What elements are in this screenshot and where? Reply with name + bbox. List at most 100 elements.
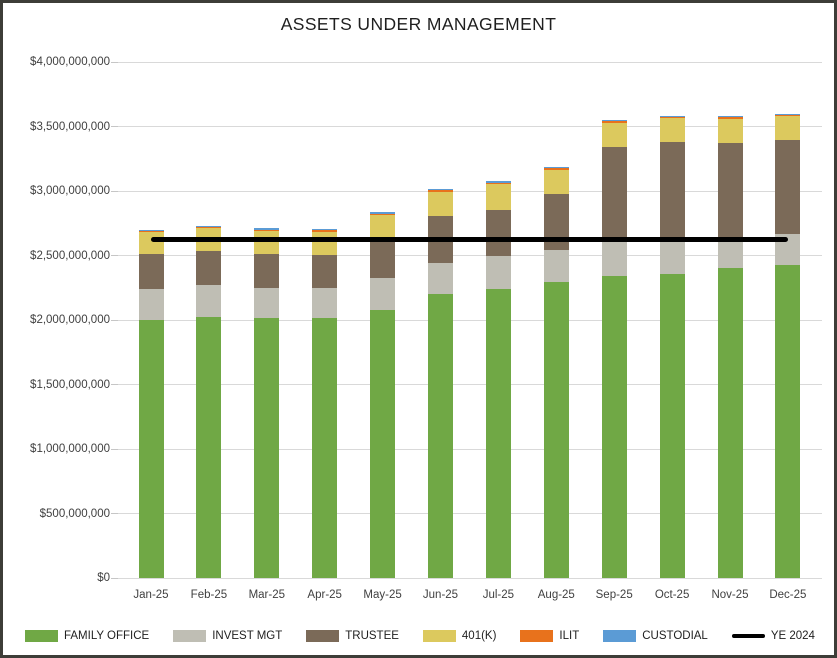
x-axis-label: Oct-25	[654, 589, 690, 601]
bar-segment-custodial	[196, 225, 222, 228]
y-axis-tick	[111, 255, 118, 256]
bar-segment-ilit	[370, 213, 396, 215]
bar-segment-trustee	[659, 142, 685, 239]
bar-segment-invest-mgt	[485, 256, 511, 290]
bar-segment-invest-mgt	[717, 237, 743, 269]
gridline	[118, 577, 822, 579]
legend-swatch-ye-2024	[731, 634, 765, 638]
bar-segment-401k	[659, 118, 685, 142]
bar-segment-custodial	[543, 167, 569, 169]
bar-segment-custodial	[601, 120, 627, 122]
x-axis-label: Jun-25	[422, 589, 459, 601]
gridline	[118, 448, 822, 450]
legend-swatch-401k	[422, 630, 456, 642]
y-axis-tick	[111, 513, 118, 514]
bar-segment-family-office	[428, 293, 453, 578]
x-axis-label: Sep-25	[595, 589, 633, 601]
bar-segment-trustee	[370, 236, 396, 279]
bar-segment-family-office	[196, 316, 222, 578]
bar-segment-custodial	[485, 181, 511, 183]
legend-label-invest-mgt: INVEST MGT	[212, 630, 283, 642]
y-axis-tick	[111, 319, 118, 321]
legend-item-family-office: FAMILY OFFICE	[25, 630, 149, 642]
bar-segment-trustee	[717, 142, 743, 238]
bar-segment-custodial	[428, 189, 453, 191]
bar-segment-trustee	[138, 253, 164, 290]
y-axis-tick-label: $3,000,000,000	[30, 185, 110, 197]
bar-segment-family-office	[138, 320, 164, 578]
y-axis-tick	[111, 577, 118, 579]
x-axis-label: Mar-25	[248, 589, 286, 601]
bar-segment-401k	[312, 231, 338, 255]
bar-segment-invest-mgt	[543, 249, 569, 282]
bar-segment-ilit	[312, 230, 338, 232]
bar-segment-trustee	[312, 254, 338, 289]
bar-segment-invest-mgt	[196, 285, 222, 317]
bar-segment-custodial	[775, 113, 801, 115]
y-axis-tick-label: $2,000,000,000	[30, 314, 110, 326]
legend-item-ye-2024: YE 2024	[731, 630, 815, 642]
bar-segment-trustee	[775, 140, 801, 235]
gridline	[118, 319, 822, 321]
bar-segment-401k	[601, 122, 627, 148]
bar-segment-401k	[254, 231, 280, 254]
bar-segment-ilit	[485, 182, 511, 184]
bar-segment-family-office	[312, 318, 338, 578]
legend-swatch-ilit	[520, 630, 554, 642]
legend-label-ilit: ILIT	[559, 630, 580, 642]
bar-segment-ilit	[196, 227, 222, 229]
bar-segment-invest-mgt	[601, 240, 627, 276]
gridline	[118, 190, 822, 192]
y-axis-tick-label: $1,500,000,000	[30, 378, 110, 391]
bar-segment-trustee	[601, 147, 627, 241]
legend-label-ye-2024: YE 2024	[770, 630, 815, 642]
y-axis-tick-label: $3,500,000,000	[30, 120, 110, 133]
legend-item-ilit: ILIT	[520, 630, 579, 642]
bar-segment-401k	[717, 118, 743, 143]
x-axis-label: Nov-25	[711, 589, 749, 601]
gridline	[118, 61, 822, 63]
bar-segment-custodial	[370, 212, 396, 214]
x-axis-label: Aug-25	[537, 589, 575, 601]
gridline	[118, 384, 822, 385]
bar-segment-ilit	[659, 116, 685, 119]
bar-segment-invest-mgt	[370, 278, 396, 310]
y-axis-tick-label: $2,500,000,000	[30, 249, 110, 262]
legend-swatch-invest-mgt	[173, 630, 207, 642]
bar-segment-family-office	[775, 264, 801, 578]
legend-label-custodial: CUSTODIAL	[642, 630, 708, 642]
bar-segment-trustee	[196, 251, 222, 286]
bar-segment-invest-mgt	[659, 238, 685, 274]
y-axis-tick	[111, 61, 118, 63]
bar-segment-ilit	[254, 229, 280, 231]
y-axis-tick	[111, 126, 118, 127]
bar-segment-ilit	[138, 231, 164, 233]
bar-segment-custodial	[659, 115, 685, 117]
bar-segment-401k	[428, 191, 453, 217]
legend-label-trustee: TRUSTEE	[345, 630, 399, 642]
bar-segment-401k	[370, 214, 396, 237]
bar-segment-401k	[543, 169, 569, 195]
y-axis-tick-label: $0	[97, 572, 110, 584]
x-axis-label: May-25	[363, 589, 402, 601]
gridline	[118, 255, 822, 256]
legend-item-trustee: TRUSTEE	[306, 630, 399, 642]
y-axis-tick-label: $1,000,000,000	[30, 443, 110, 455]
bar-segment-ilit	[601, 121, 627, 123]
legend-swatch-trustee	[306, 630, 340, 642]
legend-label-401k: 401(K)	[461, 630, 497, 642]
bar-segment-family-office	[601, 275, 627, 578]
bar-segment-invest-mgt	[312, 288, 338, 319]
gridline	[118, 513, 822, 514]
bar-segment-ilit	[428, 190, 453, 192]
legend-label-family-office: FAMILY OFFICE	[64, 630, 150, 642]
legend-item-invest-mgt: INVEST MGT	[173, 630, 282, 642]
bar-segment-401k	[138, 232, 164, 254]
x-axis-label: Feb-25	[190, 589, 228, 601]
bar-segment-custodial	[254, 228, 280, 230]
bar-segment-family-office	[659, 273, 685, 578]
y-axis-tick	[111, 448, 118, 450]
bar-segment-custodial	[717, 116, 743, 118]
bar-segment-ilit	[717, 117, 743, 119]
